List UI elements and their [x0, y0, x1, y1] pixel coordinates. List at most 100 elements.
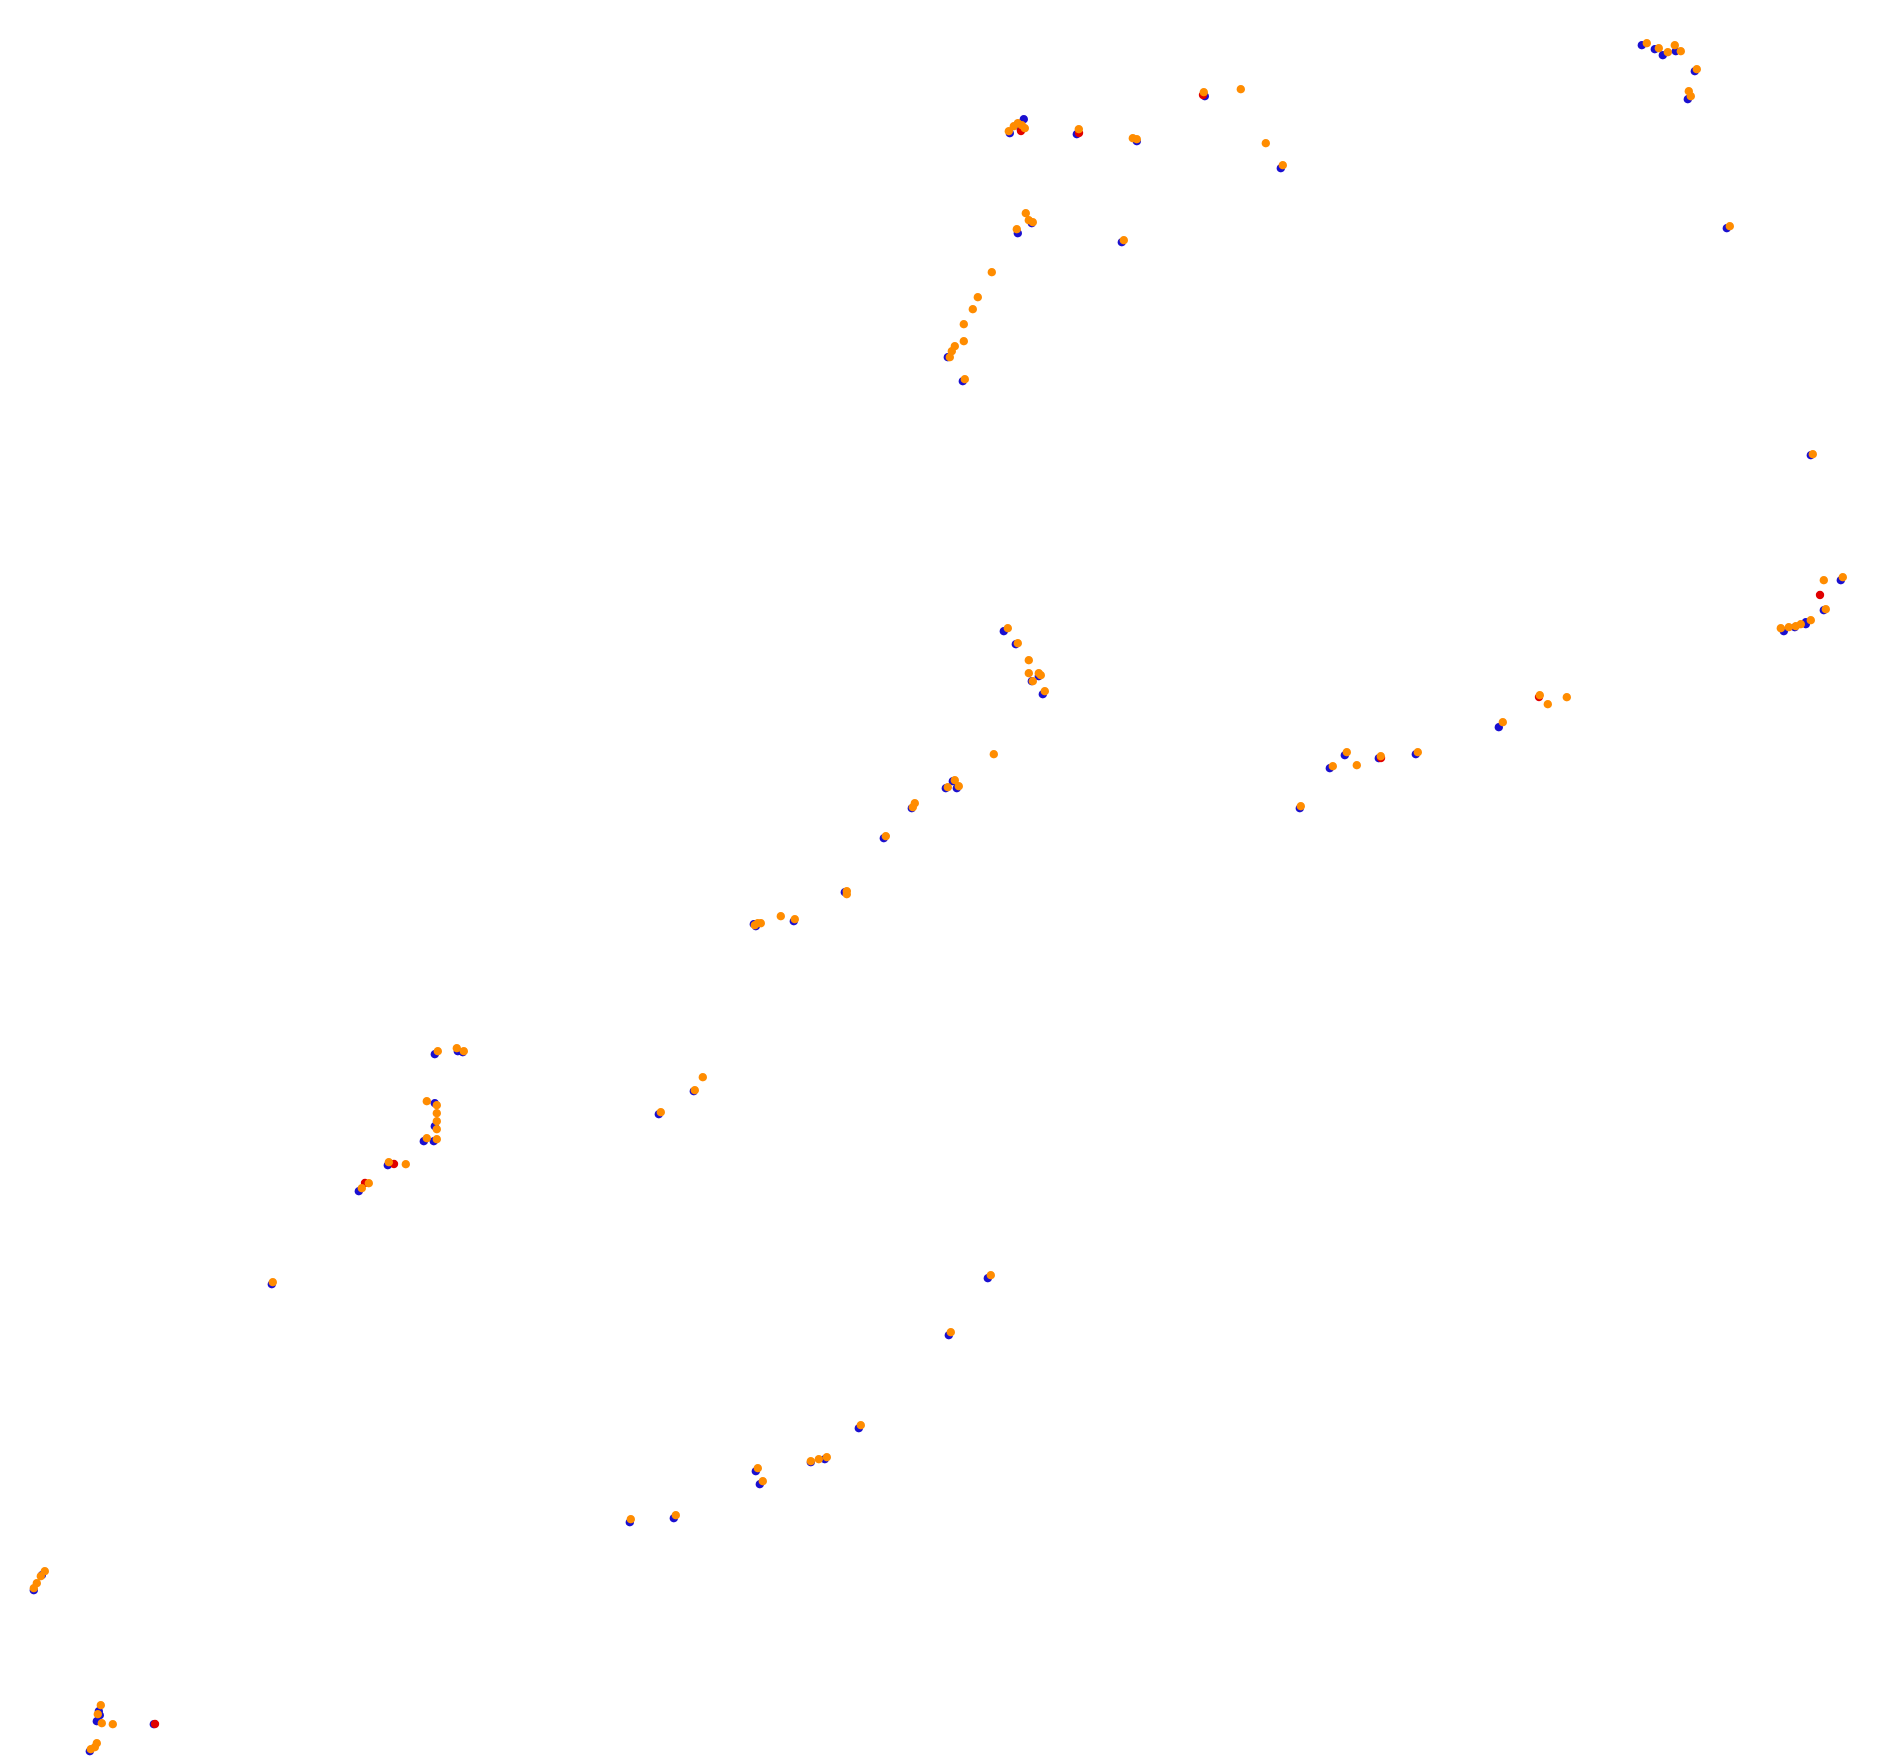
point-2-57: [1024, 669, 1034, 678]
point-2-5: [1692, 65, 1702, 74]
point-2-1: [1654, 44, 1664, 53]
point-2-98: [814, 1455, 823, 1464]
point-2-44: [1498, 718, 1508, 727]
point-2-26: [987, 268, 996, 277]
point-2-111: [108, 1720, 118, 1729]
point-2-90: [384, 1158, 393, 1167]
series-2: [29, 39, 1848, 1754]
point-2-109: [93, 1710, 103, 1719]
point-2-49: [1376, 752, 1386, 761]
point-2-94: [986, 1271, 995, 1280]
point-2-63: [950, 776, 959, 785]
point-2-47: [1535, 691, 1545, 700]
point-2-37: [1838, 573, 1848, 582]
point-2-30: [959, 337, 968, 346]
point-2-96: [856, 1421, 865, 1430]
series-1: [150, 90, 1825, 1729]
point-2-11: [1261, 139, 1271, 148]
point-2-88: [432, 1135, 441, 1144]
point-2-9: [1236, 85, 1246, 94]
point-2-60: [1028, 677, 1038, 686]
point-2-97: [822, 1453, 831, 1462]
point-2-87: [422, 1134, 431, 1143]
point-2-45: [1562, 693, 1572, 702]
point-2-103: [626, 1515, 635, 1524]
point-2-10: [1199, 88, 1209, 97]
point-2-7: [1686, 92, 1696, 101]
point-2-53: [1296, 802, 1306, 811]
point-2-35: [1808, 450, 1818, 459]
point-2-50: [1342, 748, 1352, 757]
point-2-24: [1012, 225, 1021, 234]
point-2-36: [1819, 576, 1829, 585]
point-2-62: [989, 750, 998, 759]
point-2-52: [1328, 762, 1338, 771]
point-2-92: [357, 1184, 366, 1193]
point-2-28: [968, 305, 977, 314]
point-2-79: [698, 1073, 707, 1082]
point-2-102: [671, 1511, 680, 1520]
point-2-78: [459, 1047, 468, 1056]
point-1-8: [150, 1719, 160, 1729]
point-2-27: [973, 293, 982, 302]
point-2-80: [690, 1086, 699, 1095]
point-2-51: [1352, 761, 1362, 770]
point-2-70: [842, 890, 851, 899]
point-2-86: [432, 1125, 441, 1134]
point-2-42: [1796, 620, 1806, 629]
point-2-95: [946, 1328, 955, 1337]
point-2-74: [776, 912, 785, 921]
point-2-82: [422, 1097, 431, 1106]
point-2-46: [1543, 700, 1553, 709]
point-2-105: [36, 1572, 45, 1581]
point-2-40: [1784, 623, 1794, 632]
point-2-89: [364, 1179, 373, 1188]
point-2-77: [452, 1044, 461, 1053]
series-layer: [29, 39, 1848, 1756]
point-2-4: [1676, 47, 1686, 56]
point-2-91: [401, 1160, 410, 1169]
point-2-20: [1020, 124, 1029, 133]
point-2-2: [1663, 48, 1673, 57]
point-2-107: [29, 1584, 38, 1593]
point-2-65: [943, 783, 952, 792]
point-2-23: [1028, 218, 1038, 227]
point-2-84: [432, 1109, 441, 1118]
point-2-54: [1003, 624, 1012, 633]
point-2-29: [959, 320, 968, 329]
point-2-100: [753, 1464, 762, 1473]
point-2-48: [1413, 748, 1423, 757]
point-2-114: [86, 1745, 96, 1754]
point-2-101: [758, 1477, 767, 1486]
point-2-38: [1821, 605, 1831, 614]
point-2-73: [756, 919, 765, 928]
point-2-14: [1132, 135, 1142, 144]
point-2-12: [1278, 161, 1288, 170]
point-2-76: [433, 1047, 442, 1056]
point-2-93: [268, 1278, 277, 1287]
point-2-64: [954, 782, 963, 791]
point-2-55: [1013, 639, 1022, 648]
point-1-3: [1815, 590, 1825, 600]
point-2-15: [1074, 125, 1084, 134]
point-2-56: [1024, 656, 1034, 665]
point-2-0: [1642, 39, 1652, 48]
point-2-34: [960, 375, 969, 384]
point-2-108: [96, 1701, 106, 1710]
point-2-67: [910, 799, 919, 808]
point-2-99: [806, 1457, 815, 1466]
point-2-43: [1806, 616, 1816, 625]
point-2-3: [1670, 41, 1680, 50]
point-2-33: [945, 353, 954, 362]
point-2-8: [1725, 222, 1735, 231]
point-2-61: [1040, 687, 1050, 696]
point-2-68: [881, 832, 890, 841]
point-2-81: [656, 1108, 665, 1117]
point-2-25: [1119, 236, 1129, 245]
point-2-21: [1021, 209, 1030, 218]
point-2-85: [432, 1117, 441, 1126]
point-2-75: [790, 915, 799, 924]
point-2-39: [1776, 624, 1786, 633]
